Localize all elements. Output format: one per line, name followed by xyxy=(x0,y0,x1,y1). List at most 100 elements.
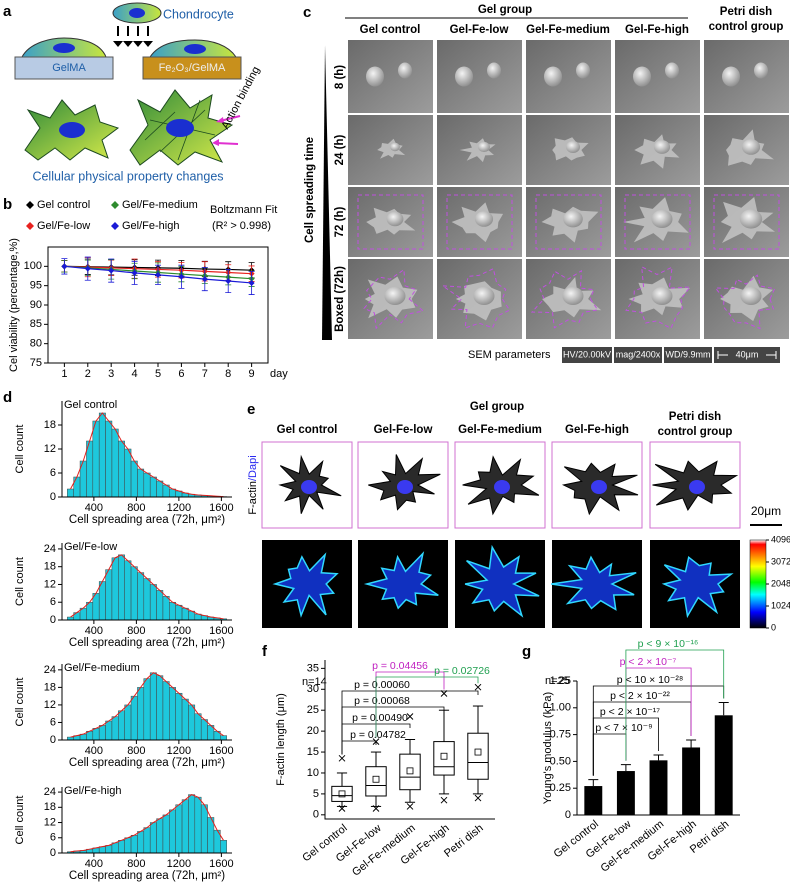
x-tick-label: 400 xyxy=(85,858,103,870)
extreme-mark xyxy=(474,794,482,802)
chart-title: n=14 xyxy=(302,676,327,688)
histogram-bar xyxy=(98,581,106,621)
histogram-bar xyxy=(105,845,113,854)
cell-body xyxy=(478,141,490,153)
histogram-bar xyxy=(111,428,119,498)
sem-box xyxy=(614,347,662,363)
cell-body xyxy=(741,139,761,155)
cell-outline xyxy=(714,274,776,330)
y-tick-label: 1.25 xyxy=(550,675,571,687)
cell-body xyxy=(474,211,494,227)
histogram-bar xyxy=(220,840,227,854)
histogram-bar xyxy=(111,557,119,621)
y-tick-label: 6 xyxy=(50,467,56,479)
y-tick-label: 10 xyxy=(307,767,319,779)
comparison-label: p = 0.00060 xyxy=(354,679,410,691)
substrate xyxy=(142,56,242,80)
cell xyxy=(366,66,384,87)
x-tick-label: 1600 xyxy=(209,745,233,757)
cell xyxy=(398,62,412,79)
boxed-region xyxy=(535,194,602,250)
histogram-bar xyxy=(67,488,74,498)
comparison-label: p < 7 × 10⁻⁹ xyxy=(595,722,652,734)
cell xyxy=(633,66,651,87)
column-header: Gel control xyxy=(360,24,421,36)
mean xyxy=(440,752,448,760)
fit-curve xyxy=(70,794,224,853)
y-axis-label: Cel viability (percentage,%) xyxy=(8,238,20,372)
y-axis-label: Cell count xyxy=(14,796,26,845)
histogram-bar xyxy=(118,440,125,498)
mean xyxy=(372,775,380,783)
panel-label: d xyxy=(3,389,12,406)
x-axis-label: Cell spreading area (72h, μm²) xyxy=(69,870,225,882)
cell xyxy=(754,62,768,79)
x-tick-label: 1 xyxy=(61,368,67,380)
histogram-bar xyxy=(156,480,164,498)
sem-parameter: mag/2400x xyxy=(616,349,661,359)
x-tick-label: 800 xyxy=(127,745,145,757)
histogram-bar xyxy=(194,713,202,741)
cell xyxy=(459,138,496,163)
stain-f-actin: F-actin xyxy=(247,481,259,515)
cell-body xyxy=(740,287,762,305)
error-bar xyxy=(718,701,729,716)
scale-bar-label: 20μm xyxy=(751,504,781,518)
extreme-mark xyxy=(406,803,414,810)
nucleus xyxy=(53,43,75,53)
histogram-bar xyxy=(92,420,100,498)
x-tick-label: 1200 xyxy=(167,858,191,870)
sem-image xyxy=(526,40,611,113)
group-title: Gel group xyxy=(478,4,532,16)
extreme-mark xyxy=(338,754,346,762)
x-tick-label: 4 xyxy=(132,368,138,380)
x-axis-label: Cell spreading area (72h, μm²) xyxy=(69,757,225,769)
comparison-label: p = 0.04782 xyxy=(350,729,406,741)
x-tick-label: 1600 xyxy=(209,858,233,870)
histogram-bar xyxy=(143,472,151,498)
sem-parameter: HV/20.00kV xyxy=(563,349,611,359)
histogram-bar xyxy=(92,728,100,741)
y-tick-label: 15 xyxy=(307,746,319,758)
histogram-bar xyxy=(130,834,138,854)
y-tick-label: 6 xyxy=(50,716,56,728)
histogram-bar xyxy=(124,560,132,621)
histogram-bar xyxy=(156,818,164,854)
x-tick-label: 2 xyxy=(85,368,91,380)
histogram-bar xyxy=(118,840,125,854)
y-tick-label: 18 xyxy=(44,681,56,693)
cell-outline xyxy=(440,267,511,329)
cell-body xyxy=(386,211,404,227)
histogram-bar xyxy=(130,695,138,741)
cell-body xyxy=(651,287,673,305)
colorbar-tick-label: 0 xyxy=(771,622,776,632)
y-tick-label: 6 xyxy=(50,596,56,608)
error-bar xyxy=(588,779,599,787)
y-tick-label: 6 xyxy=(50,832,56,844)
comparison-bracket xyxy=(375,676,479,738)
panel-e: Gel group Gel control Gel-Fe-low Gel-Fe-… xyxy=(247,401,782,629)
y-tick-label: 24 xyxy=(44,664,56,676)
legend-marker xyxy=(111,201,119,209)
y-tick-label: 0 xyxy=(50,614,56,626)
column-header: Gel control xyxy=(277,424,338,436)
y-tick-label: 0.50 xyxy=(550,755,571,767)
pointer-heads xyxy=(212,117,224,146)
histogram-bar xyxy=(143,578,151,621)
panel-label: e xyxy=(247,401,255,418)
histogram-bar xyxy=(73,476,81,498)
nucleus xyxy=(494,480,510,494)
sem-image xyxy=(348,40,433,113)
marker xyxy=(178,273,185,280)
comparison-label: p = 0.00068 xyxy=(354,695,410,707)
colorbar-tick-label: 2048 xyxy=(771,578,790,588)
axes xyxy=(324,660,495,820)
histogram-bar xyxy=(200,719,208,741)
substrate-label: GelMA xyxy=(52,62,86,74)
histogram-bar xyxy=(181,799,189,854)
y-tick-label: 24 xyxy=(44,786,56,798)
cell xyxy=(722,66,740,87)
x-axis-label: Cell spreading area (72h, μm²) xyxy=(69,637,225,649)
intensity-map xyxy=(464,544,540,618)
